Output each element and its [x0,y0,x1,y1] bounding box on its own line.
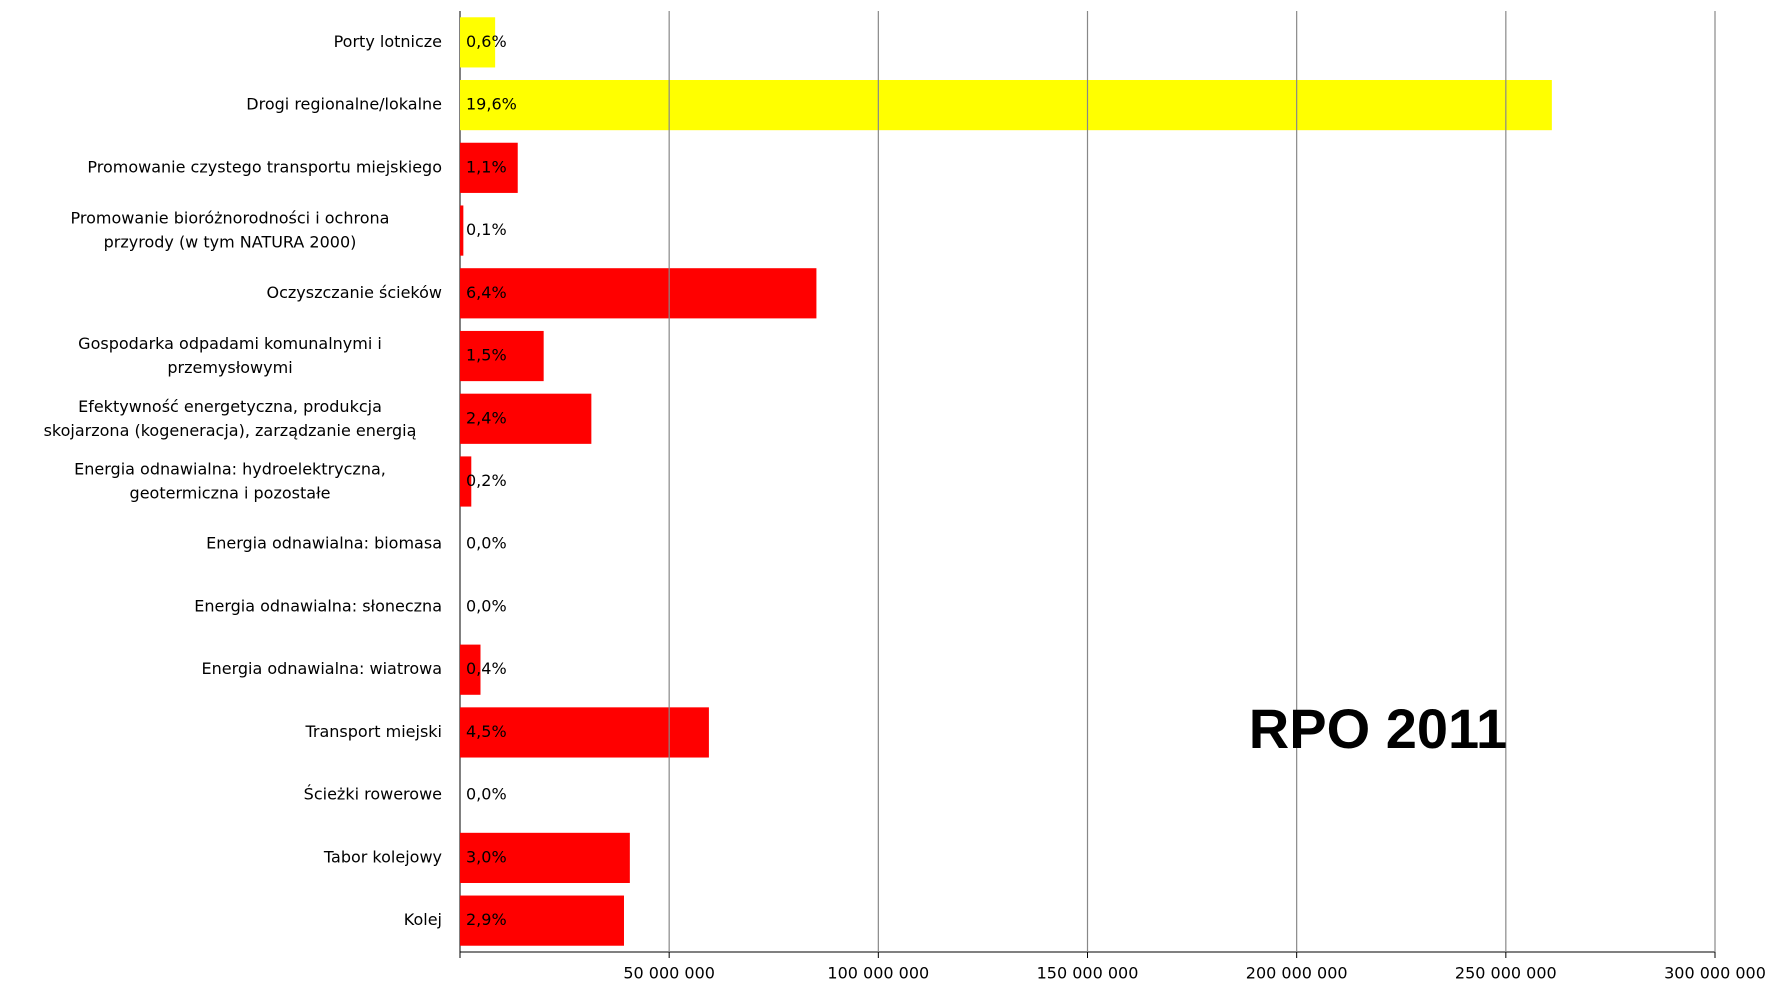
category-label: Energia odnawialna: biomasa [206,534,442,553]
category-label: Tabor kolejowy [323,847,442,866]
bar [460,707,709,758]
bar [460,142,518,193]
bar-label: 0,1% [466,220,507,239]
bar [460,205,464,256]
bar [460,644,481,695]
bar [460,17,496,68]
category-label: Energia odnawialna: hydroelektryczna, geo… [74,459,386,502]
category-label: Promowanie czystego transportu miejskieg… [87,157,442,176]
bar [460,330,544,382]
bar-label: 0,2% [466,471,507,490]
category-label: Kolej [404,910,442,929]
category-label: Energia odnawialna: słoneczna [194,596,442,615]
bar-label: 0,0% [466,596,507,615]
bar [460,268,817,319]
category-label: Drogi regionalne/lokalne [246,95,442,114]
category-label: Oczyszczanie ścieków [267,283,443,302]
bar [460,456,472,507]
bar-label: 19,6% [466,95,517,114]
category-label: Efektywność energetyczna, produkcja skoja… [44,396,417,439]
category-label: Energia odnawialna: wiatrowa [202,659,443,678]
bar-label: 2,4% [466,408,507,427]
bar-label: 0,0% [466,785,507,804]
bar-label: 6,4% [466,283,507,302]
bar-label: 0,6% [466,32,507,51]
bar-label: 0,4% [466,659,507,678]
bar-label: 2,9% [466,910,507,929]
x-tick-label: 50 000 000 [623,964,715,983]
category-label: Transport miejski [304,722,442,741]
x-tick-label: 300 000 000 [1664,964,1766,983]
bar-label: 1,1% [466,157,507,176]
bar-label: 1,5% [466,346,507,365]
x-tick-label: 150 000 000 [1037,964,1139,983]
category-label: Gospodarka odpadami komunalnymi i przemys… [78,334,382,377]
bar [460,393,592,444]
bar-label: 0,0% [466,534,507,553]
x-tick-label: 200 000 000 [1246,964,1348,983]
bar [460,80,1552,131]
category-label: Porty lotnicze [334,32,442,51]
bar-label: 3,0% [466,847,507,866]
category-label: Ścieżki rowerowe [304,785,442,804]
bar [460,895,624,946]
category-label: Promowanie bioróżnorodności i ochrona prz… [71,208,390,251]
bar [460,832,630,883]
x-tick-label: 250 000 000 [1455,964,1557,983]
annotation: RPO 2011 [1249,697,1507,760]
bar-label: 4,5% [466,722,507,741]
x-tick-label: 100 000 000 [827,964,929,983]
